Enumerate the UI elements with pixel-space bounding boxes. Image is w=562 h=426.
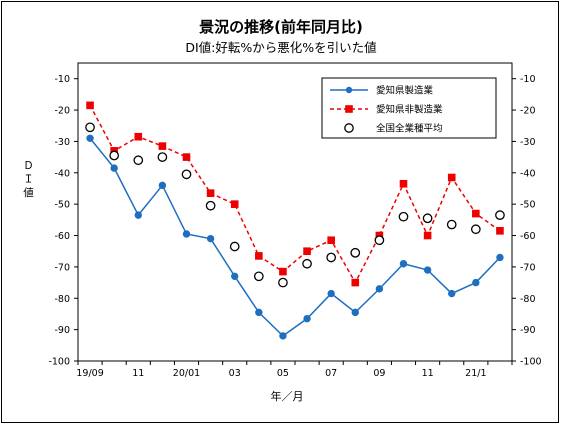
data-point xyxy=(182,230,191,238)
y-tick-label-right: -20 xyxy=(520,106,536,117)
data-point xyxy=(326,252,337,263)
x-tick-label: 11 xyxy=(422,368,434,379)
data-point xyxy=(255,252,263,260)
data-point xyxy=(374,235,385,246)
data-point xyxy=(446,219,457,230)
legend-marker xyxy=(344,123,354,133)
data-point xyxy=(303,247,311,256)
x-tick-label: 11 xyxy=(132,368,144,379)
data-point xyxy=(302,258,312,269)
data-point xyxy=(231,272,239,281)
legend-marker xyxy=(345,105,353,113)
y-tick-label-left: -30 xyxy=(54,137,70,148)
y-tick-label-right: -90 xyxy=(520,325,536,336)
data-point xyxy=(303,314,311,323)
x-tick-label: 03 xyxy=(229,368,241,379)
data-point xyxy=(181,169,192,180)
y-tick-label-right: -50 xyxy=(520,200,536,211)
data-point xyxy=(134,211,142,219)
legend-label: 全国全業種平均 xyxy=(376,123,443,135)
data-point xyxy=(351,308,359,317)
y-tick-label-right: -70 xyxy=(520,262,536,273)
y-tick-label-right: -10 xyxy=(520,74,536,85)
chart-title: 景況の推移(前年同月比) xyxy=(199,18,363,36)
y-tick-label-right: -80 xyxy=(520,294,536,305)
y-tick-label-left: -50 xyxy=(54,200,70,211)
data-point xyxy=(182,153,191,161)
y-tick-label-left: -60 xyxy=(54,231,70,242)
data-point xyxy=(399,179,408,188)
data-point xyxy=(279,267,287,276)
data-point xyxy=(133,155,144,166)
data-point xyxy=(253,271,264,282)
legend-label: 愛知県非製造業 xyxy=(376,104,443,116)
y-tick-label-right: -30 xyxy=(520,137,536,148)
series-0 xyxy=(86,134,504,340)
data-point xyxy=(350,247,361,258)
x-tick-label: 05 xyxy=(277,368,289,379)
data-point xyxy=(423,231,432,240)
y-tick-label-left: -100 xyxy=(48,357,70,368)
data-point xyxy=(158,142,167,150)
data-point xyxy=(85,122,95,133)
data-point xyxy=(448,289,456,298)
y-tick-label-left: -80 xyxy=(54,294,70,305)
data-point xyxy=(472,278,480,287)
data-point xyxy=(205,200,216,211)
data-point xyxy=(327,289,335,298)
data-point xyxy=(470,224,481,235)
data-point xyxy=(86,134,94,142)
y-tick-label-left: -90 xyxy=(54,325,70,336)
data-point xyxy=(447,173,456,182)
series-2 xyxy=(85,122,505,288)
data-point xyxy=(158,181,167,190)
data-point xyxy=(472,209,480,218)
data-point xyxy=(496,227,504,235)
data-point xyxy=(278,277,288,288)
x-tick-label: 19/09 xyxy=(76,368,103,379)
chart-subtitle: DI値:好転%から悪化%を引いた値 xyxy=(185,40,377,55)
data-point xyxy=(351,278,360,287)
x-axis-label: 年／月 xyxy=(271,389,304,403)
data-point xyxy=(110,164,118,172)
legend-label: 愛知県製造業 xyxy=(376,85,434,97)
x-tick-label: 07 xyxy=(325,368,337,379)
x-tick-label: 21/1 xyxy=(465,368,486,379)
series-line xyxy=(89,137,501,337)
y-tick-label-right: -100 xyxy=(520,357,542,368)
data-point xyxy=(495,210,505,220)
y-tick-label-left: -20 xyxy=(54,106,70,117)
data-point xyxy=(327,236,335,245)
legend-marker xyxy=(345,86,353,94)
data-point xyxy=(422,213,433,224)
data-point xyxy=(134,132,143,141)
data-point xyxy=(229,241,240,252)
series-line xyxy=(89,104,501,285)
x-tick-label: 09 xyxy=(373,368,385,379)
data-point xyxy=(230,200,239,208)
data-point xyxy=(157,152,168,162)
y-axis-label: ＤＩ値 xyxy=(22,160,34,201)
data-point xyxy=(399,260,408,268)
y-tick-label-left: -10 xyxy=(54,74,70,85)
data-point xyxy=(206,234,215,243)
data-point xyxy=(398,211,409,222)
data-point xyxy=(279,332,287,340)
x-tick-label: 20/01 xyxy=(173,368,200,379)
data-point xyxy=(86,101,94,110)
y-tick-label-right: -60 xyxy=(520,231,536,242)
data-point xyxy=(109,150,120,161)
data-point xyxy=(206,189,215,197)
data-point xyxy=(255,308,263,317)
y-tick-label-left: -40 xyxy=(54,168,70,179)
y-tick-label-right: -40 xyxy=(520,168,536,179)
data-point xyxy=(423,266,432,274)
data-point xyxy=(496,253,504,262)
data-point xyxy=(375,285,384,293)
y-tick-label-left: -70 xyxy=(54,262,70,273)
